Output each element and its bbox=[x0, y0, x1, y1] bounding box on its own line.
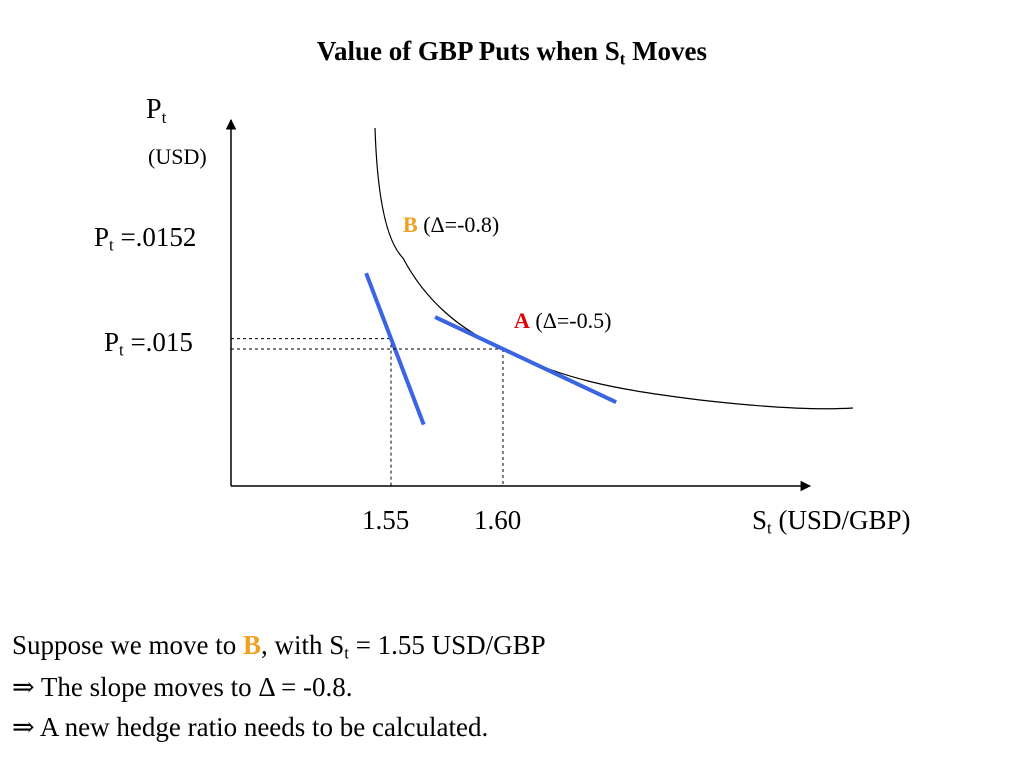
y-tick-label-015: Pt =.015 bbox=[104, 327, 193, 360]
footer-line-2: ⇒ The slope moves to Δ = -0.8. bbox=[12, 672, 353, 702]
tangent-line-a bbox=[434, 315, 617, 404]
y-tick-label-0152: Pt =.0152 bbox=[94, 222, 197, 255]
x-tick-label-155: 1.55 bbox=[362, 505, 410, 535]
y-axis-unit: (USD) bbox=[148, 144, 207, 169]
footer-line-3: ⇒ A new hedge ratio needs to be calculat… bbox=[12, 712, 489, 742]
x-axis-label: St (USD/GBP) bbox=[752, 505, 911, 538]
point-b-label: B (Δ=-0.8) bbox=[403, 212, 500, 237]
chart-title: Value of GBP Puts when St Moves bbox=[316, 36, 708, 69]
option-value-curve bbox=[374, 127, 854, 410]
y-axis-label: Pt bbox=[146, 94, 167, 127]
footer-line-1: Suppose we move to B, with St = 1.55 USD… bbox=[12, 630, 546, 663]
x-tick-label-160: 1.60 bbox=[474, 505, 522, 535]
point-a-label: A (Δ=-0.5) bbox=[514, 308, 612, 333]
